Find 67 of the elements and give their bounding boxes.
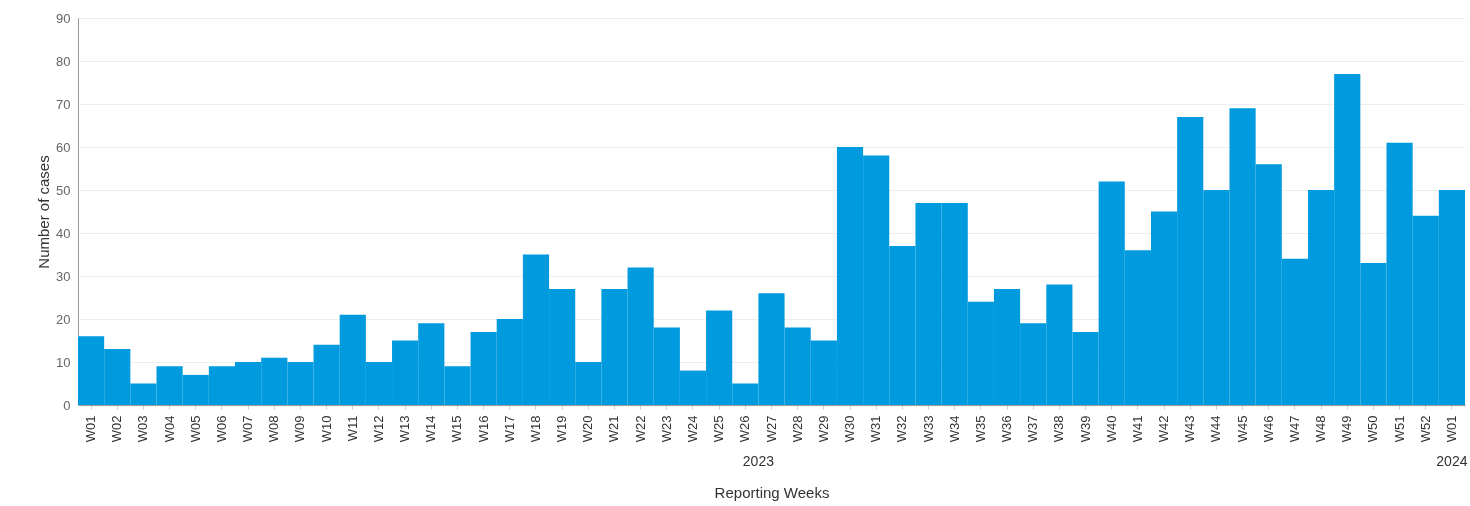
x-tick-label: W39 [1077, 415, 1093, 443]
x-tick-label: W05 [187, 415, 203, 443]
x-tick-label: W49 [1339, 415, 1355, 443]
y-tick-label: 40 [56, 225, 71, 241]
y-axis-title: Number of cases [35, 155, 53, 269]
x-tick-label: W04 [161, 415, 177, 443]
x-tick-label: W45 [1234, 415, 1250, 443]
x-tick-label: W43 [1182, 415, 1198, 443]
x-tick-label: W10 [318, 415, 334, 443]
x-tick-label: W19 [554, 415, 570, 443]
x-tick-label: W18 [527, 415, 543, 443]
x-tick-label: W02 [109, 415, 125, 443]
x-tick-label: W41 [1129, 415, 1145, 443]
x-tick-label: W47 [1286, 415, 1302, 443]
x-tick-label: W26 [737, 415, 753, 443]
text: 2024 [1436, 453, 1468, 469]
y-tick-label: 90 [56, 10, 71, 26]
x-tick-label: W38 [1051, 415, 1067, 443]
x-tick-label: W29 [815, 415, 831, 443]
y-tick-label: 60 [56, 139, 71, 155]
x-tick-label: W20 [580, 415, 596, 443]
x-tick-label: W25 [711, 415, 727, 443]
x-tick-label: W22 [632, 415, 648, 443]
x-tick-label: W16 [475, 415, 491, 443]
x-tick-label: W31 [868, 415, 884, 443]
x-tick-label: W34 [946, 415, 962, 443]
x-tick-label: W15 [449, 415, 465, 443]
x-tick-label: W35 [972, 415, 988, 443]
y-tick-label: 50 [56, 182, 71, 198]
x-tick-label: W48 [1313, 415, 1329, 443]
y-tick-label: 20 [56, 311, 71, 327]
x-axis-title: Reporting Weeks [714, 484, 830, 502]
x-tick-label: W23 [658, 415, 674, 443]
x-tick-label: W01 [1443, 415, 1459, 443]
x-tick-label: W06 [213, 415, 229, 443]
y-tick-label: 80 [56, 53, 71, 69]
x-tick-label: W14 [423, 415, 439, 443]
x-tick-label: W40 [1103, 415, 1119, 443]
x-tick-label: W07 [240, 415, 256, 443]
x-tick-label: W44 [1208, 415, 1224, 443]
x-tick-label: W28 [789, 415, 805, 443]
x-tick-label: W21 [606, 415, 622, 443]
x-tick-label: W08 [266, 415, 282, 443]
y-tick-label: 10 [56, 354, 71, 370]
x-tick-label: W30 [842, 415, 858, 443]
x-tick-label: W13 [397, 415, 413, 443]
x-tick-label: W09 [292, 415, 308, 443]
x-tick-label: W24 [684, 415, 700, 443]
x-tick-label: W33 [920, 415, 936, 443]
x-tick-label: W42 [1156, 415, 1172, 443]
y-tick-label: 30 [56, 268, 71, 284]
x-tick-label: W50 [1365, 415, 1381, 443]
x-tick-label: W37 [1025, 415, 1041, 443]
x-tick-label: W03 [135, 415, 151, 443]
x-tick-label: W01 [83, 415, 99, 443]
x-tick-label: W52 [1417, 415, 1433, 443]
x-tick-label: W32 [894, 415, 910, 443]
x-tick-label: W36 [999, 415, 1015, 443]
x-tick-label: W27 [763, 415, 779, 443]
x-tick-label: W12 [370, 415, 386, 443]
x-tick-label: W46 [1260, 415, 1276, 443]
x-tick-label: W17 [501, 415, 517, 443]
y-tick-label: 0 [63, 397, 71, 413]
text: 2023 [742, 453, 775, 469]
x-tick-label: W11 [344, 415, 360, 442]
x-tick-label: W51 [1391, 415, 1407, 443]
y-tick-label: 70 [56, 96, 71, 112]
